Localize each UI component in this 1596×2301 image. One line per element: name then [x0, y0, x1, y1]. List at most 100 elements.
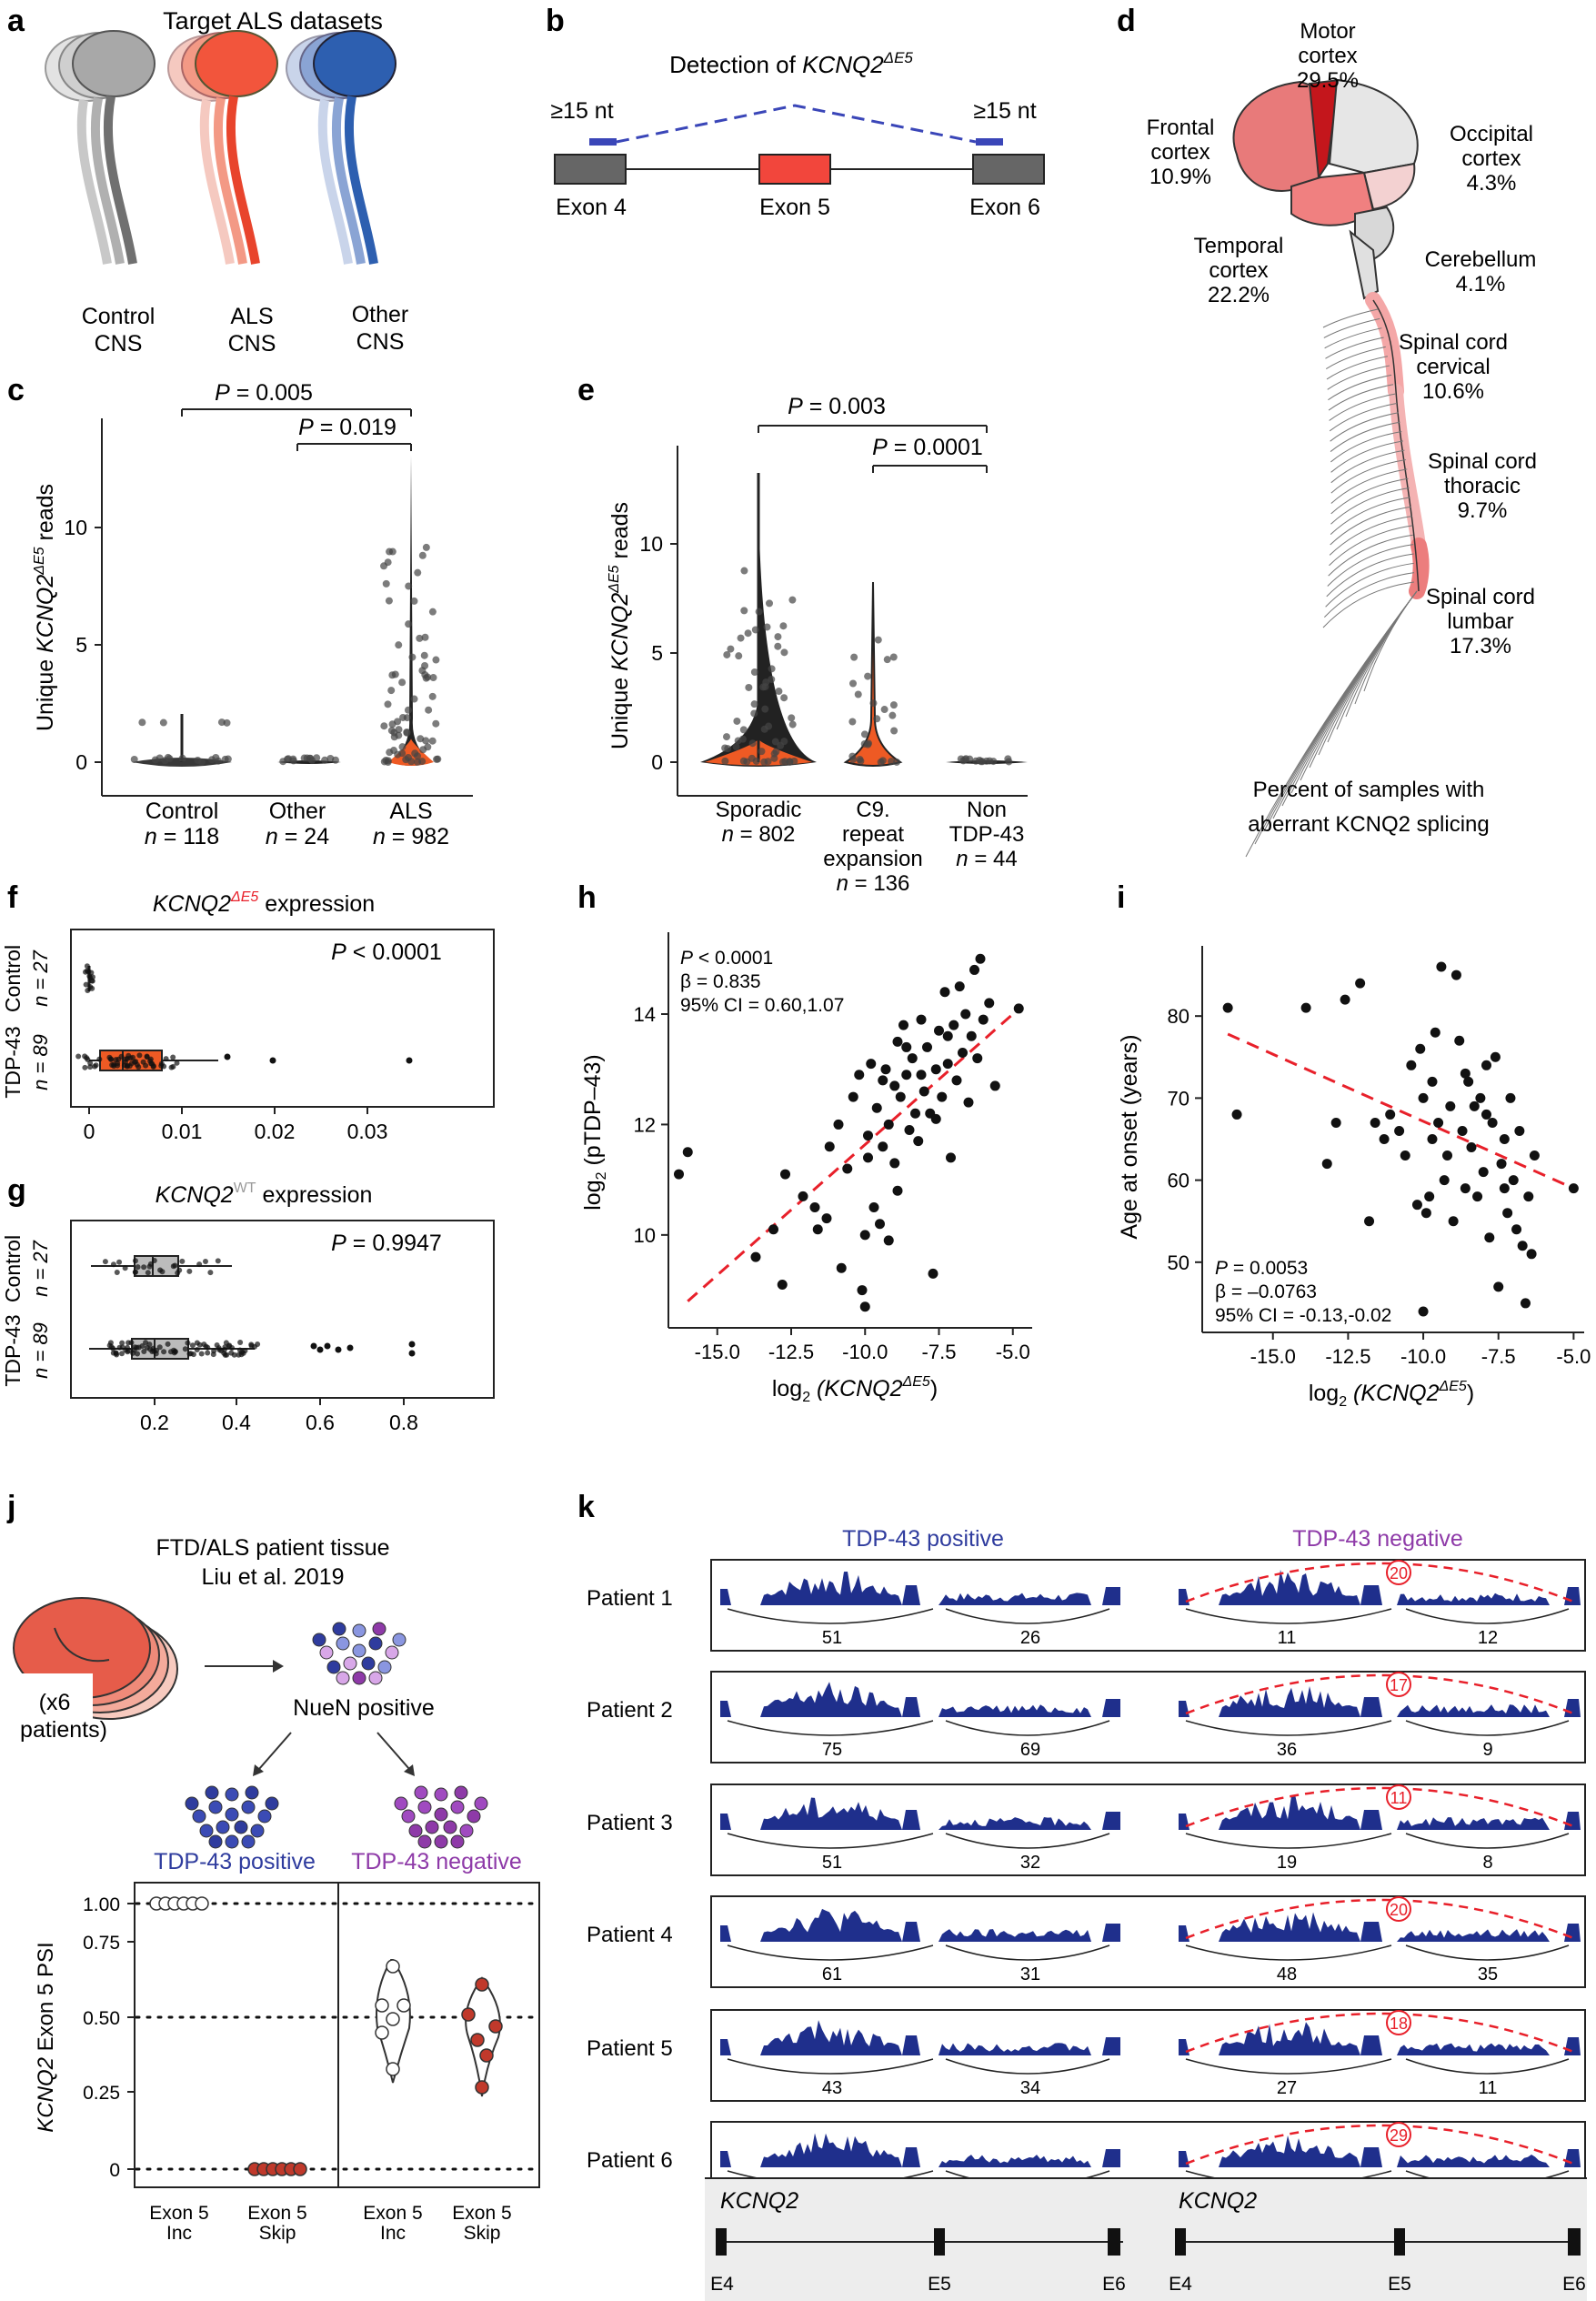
- jitter-point: [121, 1062, 127, 1069]
- jitter-point: [739, 726, 748, 734]
- jitter-point: [419, 746, 427, 754]
- als-cns-icon: [167, 30, 278, 265]
- scatter-point: [1433, 1117, 1444, 1128]
- jitter-point: [176, 1267, 183, 1273]
- junction-arc: [945, 1608, 1110, 1624]
- coverage-track: [720, 2020, 1120, 2055]
- scatter-point: [1499, 1134, 1510, 1144]
- scatter-point: [889, 1158, 900, 1169]
- jitter-point: [771, 738, 779, 746]
- jitter-point: [768, 665, 776, 673]
- scatter-point: [682, 1147, 693, 1158]
- junction-arc: [727, 1833, 934, 1849]
- nucleus-marker: [326, 1660, 341, 1674]
- panel-e-ytick-10: 10: [639, 532, 663, 556]
- coverage-track: [720, 1908, 1120, 1942]
- coverage-track: [720, 2133, 1120, 2167]
- nerve-root: [1330, 459, 1406, 494]
- psi-tick-label: 0.25: [83, 2083, 120, 2104]
- junction-arc: [945, 1833, 1110, 1849]
- junction-count: 11: [1278, 1628, 1297, 1648]
- scatter-point: [824, 1141, 835, 1152]
- nerve-root: [1330, 506, 1411, 546]
- nucleus-marker: [443, 1820, 457, 1834]
- jitter-point: [128, 1340, 135, 1346]
- jitter-point: [178, 754, 186, 762]
- jitter-point: [196, 1261, 203, 1268]
- jitter-point: [170, 1054, 176, 1060]
- panel-e-plot: 0 5 10 Unique KCNQ2ΔE5 reads P = 0.003: [607, 394, 1028, 896]
- scatter-point: [1394, 1125, 1405, 1136]
- jitter-point: [144, 1344, 150, 1351]
- junction-arc: [1405, 1833, 1570, 1849]
- nerve-root: [1324, 572, 1415, 618]
- jitter-point: [410, 695, 418, 703]
- nerve-root: [1330, 421, 1400, 452]
- panel-k-neg-header: TDP-43 negative: [1292, 1526, 1463, 1552]
- tdp-negative-nuclei-cluster: [394, 1785, 488, 1849]
- panel-b-title: Detection of KCNQ2ΔE5: [669, 49, 913, 78]
- junction-count: 26: [1020, 1628, 1040, 1648]
- nerve-root: [1330, 487, 1410, 525]
- jitter-point: [385, 597, 393, 605]
- nerve-root: [1309, 590, 1418, 769]
- jitter-point: [957, 755, 965, 763]
- panel-g-row-tdp: TDP-43: [1, 1314, 25, 1386]
- jitter-point: [159, 718, 167, 727]
- jitter-point: [390, 728, 398, 737]
- nerve-root: [1330, 412, 1399, 442]
- x-tick-label: -10.0: [842, 1341, 888, 1363]
- jitter-point: [136, 1064, 142, 1070]
- skip-junction-arc: [1185, 2124, 1574, 2165]
- jitter-point: [428, 692, 437, 700]
- y-tick-label: 70: [1168, 1087, 1189, 1110]
- jitter-point: [283, 755, 291, 763]
- sashimi-row: Patient 2 17 75 69 36 9: [587, 1671, 1586, 1763]
- scatter-point: [960, 1009, 971, 1020]
- panel-label-g: g: [7, 1173, 26, 1208]
- jitter-point: [760, 725, 768, 733]
- nucleus-marker: [392, 1633, 407, 1647]
- x-tick-label: -7.5: [1481, 1345, 1516, 1368]
- scatter-point: [1505, 1092, 1516, 1103]
- scatter-point: [946, 1152, 956, 1163]
- jitter-point: [849, 756, 858, 764]
- jitter-point: [388, 720, 396, 728]
- jitter-point: [391, 670, 399, 678]
- jitter-point: [860, 730, 868, 739]
- jitter-point: [848, 718, 857, 726]
- jitter-point: [421, 661, 429, 669]
- jitter-point: [414, 568, 422, 577]
- read-left-bar: [589, 138, 617, 146]
- nucleus-marker: [450, 1834, 465, 1849]
- jitter-point: [765, 599, 773, 608]
- jitter-point: [727, 645, 735, 653]
- junction-count: 9: [1482, 1740, 1492, 1760]
- jitter-point: [194, 1347, 200, 1353]
- panel-a-title: Target ALS datasets: [163, 7, 383, 35]
- gene-model-right-label: KCNQ2: [1179, 2188, 1257, 2214]
- panel-a-als-label: ALS CNS: [228, 304, 276, 357]
- scatter-point: [878, 1141, 888, 1152]
- panel-label-d: d: [1117, 4, 1136, 38]
- panel-b-left-nt: ≥15 nt: [550, 98, 613, 124]
- jitter-point: [143, 1340, 149, 1346]
- jitter-point: [873, 715, 881, 723]
- psi-point: [293, 2162, 307, 2176]
- panel-label-f: f: [7, 880, 18, 915]
- skip-junction-arc: [1185, 1786, 1574, 1828]
- exon-4-label: Exon 4: [556, 195, 627, 220]
- panel-f-pvalue: P < 0.0001: [331, 939, 442, 965]
- scatter-point: [1430, 1027, 1440, 1038]
- panel-f-row-control: Control: [1, 945, 25, 1012]
- nerve-root: [1354, 590, 1418, 705]
- jitter-point: [203, 1343, 209, 1350]
- jitter-point: [226, 1343, 232, 1350]
- scatter-point: [1484, 1232, 1495, 1243]
- gene-model-e6-left: E6: [1102, 2274, 1126, 2295]
- psi-point: [461, 2007, 476, 2022]
- jitter-point: [408, 653, 417, 661]
- panel-f-title: KCNQ2ΔE5 expression: [153, 889, 375, 917]
- mixed-nuclei-cluster: [312, 1622, 407, 1685]
